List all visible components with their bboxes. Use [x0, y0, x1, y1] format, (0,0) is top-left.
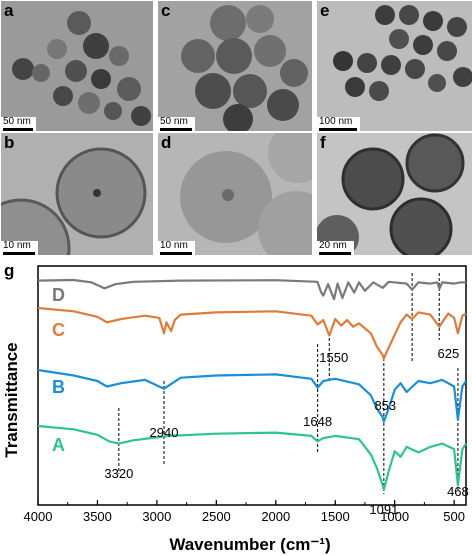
panel-letter-f: f [320, 133, 326, 152]
panel-letter-g: g [4, 261, 14, 280]
peak-label-3320: 3320 [104, 466, 133, 481]
tem-panel-b: b 10 nm [0, 132, 154, 256]
x-tick-label-2000: 2000 [261, 509, 290, 524]
series-group [37, 278, 467, 491]
tem-image-e [317, 1, 472, 131]
panel-letter-a: a [4, 1, 14, 20]
series-labels: DC B A [52, 285, 65, 455]
x-tick-label-3000: 3000 [142, 509, 171, 524]
y-axis-label: Transmittance [2, 342, 21, 457]
peak-label-625: 625 [438, 346, 460, 361]
x-axis-label: Wavenumber (cm⁻¹) [169, 535, 330, 554]
series-label-D: D [52, 285, 65, 305]
series-line-A [37, 424, 467, 491]
panel-letter-d: d [161, 133, 172, 152]
reference-lines [118, 273, 459, 494]
series-line-C [37, 306, 467, 360]
plot-frame [37, 265, 467, 506]
plot-border [37, 265, 467, 506]
tem-image-c [158, 1, 312, 131]
tem-image-b [1, 133, 153, 255]
scale-bar-e: 100 nm [317, 117, 360, 131]
x-tick-label-3500: 3500 [83, 509, 112, 524]
tem-panel-f: f 20 nm [316, 132, 472, 256]
series-line-D [37, 278, 466, 301]
tem-panel-a: a 50 nm [0, 0, 154, 132]
x-ticks: 4000 3500 3000 2500 2000 1500 1000 500 [24, 500, 465, 524]
panel-letter-c: c [161, 1, 171, 20]
scale-label-d: 10 nm [160, 240, 188, 251]
peak-label-1091: 1091 [369, 502, 398, 517]
scale-bar-b: 10 nm [1, 241, 38, 255]
panel-letter-e: e [320, 1, 330, 20]
tem-panel-c: c 50 nm [157, 0, 313, 132]
peak-label-2940: 2940 [150, 425, 179, 440]
tem-image-a [1, 1, 153, 131]
series-label-A: A [52, 435, 65, 455]
scale-label-a: 50 nm [3, 116, 31, 127]
x-tick-label-2500: 2500 [202, 509, 231, 524]
annotations: 3320 2940 1648 1550 1091 853 625 468 [104, 346, 468, 517]
peak-label-1550: 1550 [319, 350, 348, 365]
series-label-C: C [52, 320, 65, 340]
series-line-B [37, 368, 467, 423]
ftir-chart: 4000 3500 3000 2500 2000 1500 1000 500 3320 2940… [2, 261, 469, 554]
x-tick-label-500: 500 [443, 509, 465, 524]
series-label-B: B [52, 377, 65, 397]
scale-label-e: 100 nm [319, 116, 353, 127]
scale-label-b: 10 nm [3, 240, 31, 251]
scale-bar-f: 20 nm [317, 241, 354, 255]
tem-panel-e: e 100 nm [316, 0, 472, 132]
tem-image-f [317, 133, 472, 255]
peak-label-853: 853 [374, 398, 396, 413]
x-tick-label-4000: 4000 [24, 509, 53, 524]
x-tick-label-1500: 1500 [321, 509, 350, 524]
scale-bar-a: 50 nm [1, 117, 36, 131]
scale-bar-d: 10 nm [158, 241, 195, 255]
peak-label-1648: 1648 [303, 414, 332, 429]
tem-image-d [158, 133, 312, 255]
x-tick-label-1000: 1000 [380, 509, 409, 524]
panel-letter-b: b [4, 133, 15, 152]
peak-label-468: 468 [447, 484, 469, 499]
tem-panel-d: d 10 nm [157, 132, 313, 256]
scale-label-f: 20 nm [319, 240, 347, 251]
scale-bar-c: 50 nm [158, 117, 195, 131]
scale-label-c: 50 nm [160, 116, 188, 127]
